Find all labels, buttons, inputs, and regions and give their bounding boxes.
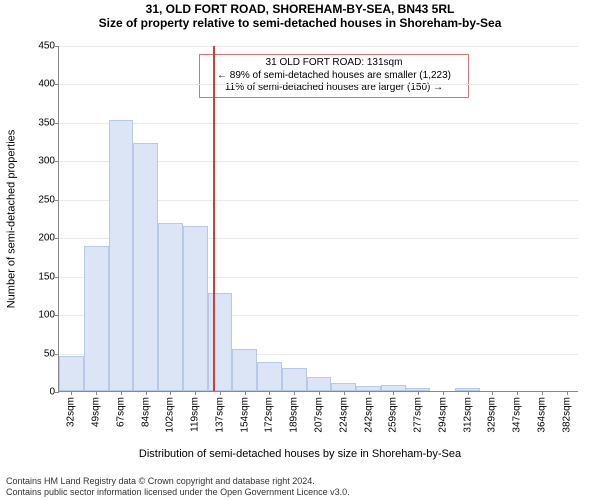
xtick-mark — [245, 391, 246, 395]
xtick-mark — [393, 391, 394, 395]
xtick-mark — [71, 391, 72, 395]
xtick-mark — [294, 391, 295, 395]
chart-title-1: 31, OLD FORT ROAD, SHOREHAM-BY-SEA, BN43… — [0, 2, 600, 16]
histogram-bar — [158, 223, 183, 391]
xtick-mark — [517, 391, 518, 395]
xtick-label: 137sqm — [214, 397, 225, 433]
histogram-bar — [133, 143, 158, 391]
y-axis-label-text: Number of semi-detached properties — [5, 130, 17, 309]
xtick-mark — [170, 391, 171, 395]
xtick-label: 84sqm — [140, 397, 151, 427]
footer-line-2: Contains public sector information licen… — [6, 487, 594, 498]
ytick-mark — [55, 123, 59, 124]
ytick-mark — [55, 84, 59, 85]
histogram-bar — [208, 293, 233, 391]
xtick-mark — [418, 391, 419, 395]
xtick-mark — [492, 391, 493, 395]
xtick-label: 67sqm — [115, 397, 126, 427]
ytick-mark — [55, 161, 59, 162]
xtick-mark — [443, 391, 444, 395]
xtick-mark — [344, 391, 345, 395]
ytick-mark — [55, 392, 59, 393]
histogram-bar — [282, 368, 307, 391]
xtick-mark — [369, 391, 370, 395]
ytick-mark — [55, 315, 59, 316]
ytick-label: 100 — [38, 310, 55, 321]
xtick-mark — [195, 391, 196, 395]
xtick-mark — [121, 391, 122, 395]
xtick-label: 207sqm — [314, 397, 325, 433]
ytick-label: 450 — [38, 41, 55, 52]
ytick-mark — [55, 200, 59, 201]
xtick-label: 242sqm — [363, 397, 374, 433]
ytick-mark — [55, 277, 59, 278]
annotation-line-2: ← 89% of semi-detached houses are smalle… — [204, 70, 464, 83]
xtick-mark — [542, 391, 543, 395]
chart-page: { "header": { "title_line1": "31, OLD FO… — [0, 0, 600, 500]
footer-line-1: Contains HM Land Registry data © Crown c… — [6, 476, 594, 487]
histogram-bar — [257, 362, 282, 391]
histogram-bar — [307, 377, 332, 391]
xtick-label: 312sqm — [462, 397, 473, 433]
xtick-mark — [146, 391, 147, 395]
gridline — [59, 84, 578, 85]
plot-area: 31 OLD FORT ROAD: 131sqm ← 89% of semi-d… — [58, 46, 578, 392]
ytick-label: 250 — [38, 194, 55, 205]
histogram-bar — [183, 226, 208, 391]
histogram-bar — [84, 246, 109, 391]
xtick-label: 32sqm — [66, 397, 77, 427]
ytick-mark — [55, 354, 59, 355]
xtick-label: 189sqm — [289, 397, 300, 433]
xtick-label: 277sqm — [413, 397, 424, 433]
xtick-mark — [319, 391, 320, 395]
xtick-label: 154sqm — [239, 397, 250, 433]
xtick-label: 49sqm — [91, 397, 102, 427]
ytick-mark — [55, 238, 59, 239]
ytick-label: 350 — [38, 117, 55, 128]
xtick-mark — [468, 391, 469, 395]
footer: Contains HM Land Registry data © Crown c… — [6, 476, 594, 498]
marker-line — [213, 46, 215, 391]
y-axis-label: Number of semi-detached properties — [4, 46, 18, 392]
ytick-label: 50 — [44, 348, 55, 359]
xtick-label: 347sqm — [512, 397, 523, 433]
ytick-label: 0 — [49, 387, 55, 398]
ytick-label: 400 — [38, 79, 55, 90]
histogram-bar — [331, 383, 356, 391]
xtick-label: 329sqm — [487, 397, 498, 433]
xtick-mark — [269, 391, 270, 395]
annotation-box: 31 OLD FORT ROAD: 131sqm ← 89% of semi-d… — [199, 54, 469, 98]
ytick-mark — [55, 46, 59, 47]
xtick-label: 119sqm — [190, 397, 201, 432]
ytick-label: 300 — [38, 156, 55, 167]
ytick-label: 200 — [38, 233, 55, 244]
xtick-label: 224sqm — [338, 397, 349, 433]
xtick-mark — [567, 391, 568, 395]
ytick-label: 150 — [38, 271, 55, 282]
histogram-bar — [109, 120, 134, 391]
x-axis-label: Distribution of semi-detached houses by … — [0, 448, 600, 460]
xtick-label: 382sqm — [561, 397, 572, 433]
gridline — [59, 123, 578, 124]
annotation-line-1: 31 OLD FORT ROAD: 131sqm — [204, 57, 464, 70]
xtick-label: 102sqm — [165, 397, 176, 433]
xtick-mark — [96, 391, 97, 395]
xtick-label: 259sqm — [388, 397, 399, 433]
xtick-mark — [220, 391, 221, 395]
chart-title-2: Size of property relative to semi-detach… — [0, 16, 600, 30]
gridline — [59, 46, 578, 47]
xtick-label: 364sqm — [536, 397, 547, 433]
chart-title-block: 31, OLD FORT ROAD, SHOREHAM-BY-SEA, BN43… — [0, 2, 600, 30]
histogram-bar — [232, 349, 257, 391]
histogram-bar — [59, 356, 84, 391]
xtick-label: 294sqm — [437, 397, 448, 433]
xtick-label: 172sqm — [264, 397, 275, 433]
